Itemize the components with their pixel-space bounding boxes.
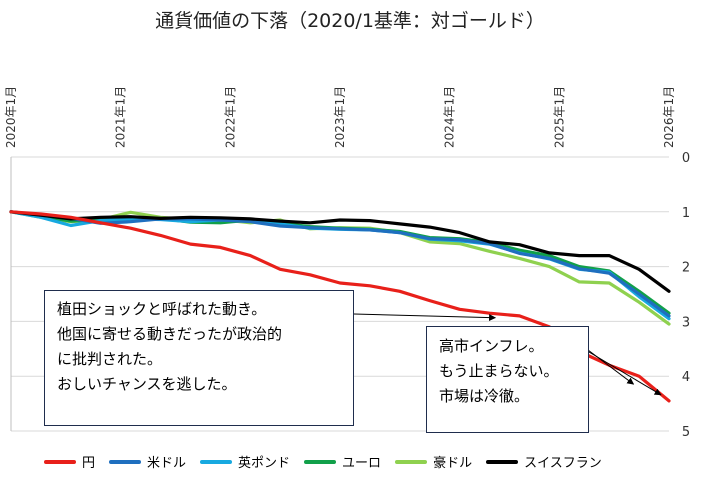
annotation-line: 植田ショックと呼ばれた動き。 bbox=[57, 300, 267, 318]
legend-swatch bbox=[395, 459, 428, 464]
annotation-ueda-shock: 植田ショックと呼ばれた動き。 他国に寄せる動きだったが政治的 に批判された。 お… bbox=[44, 290, 354, 426]
annotation-line: 市場は冷徹。 bbox=[439, 387, 530, 405]
legend-item-aud: 豪ドル bbox=[395, 452, 472, 471]
y-tick-label: 4 bbox=[682, 370, 690, 385]
annotation-line: 高市インフレ。 bbox=[439, 337, 544, 355]
series-line-1 bbox=[9, 210, 671, 318]
x-tick-label: 2026年1月 bbox=[662, 86, 676, 148]
legend-label: スイスフラン bbox=[524, 456, 602, 471]
annotation-line: 他国に寄せる動きだったが政治的 bbox=[57, 325, 283, 343]
legend: 円 米ドル 英ポンド ユーロ 豪ドル スイスフラン bbox=[44, 452, 602, 471]
x-tick-label: 2025年1月 bbox=[552, 86, 566, 148]
legend-label: 米ドル bbox=[147, 456, 187, 471]
series-line-5 bbox=[9, 210, 671, 293]
y-tick-label: 1 bbox=[682, 206, 690, 221]
legend-label: 英ポンド bbox=[238, 456, 291, 471]
legend-swatch bbox=[486, 459, 519, 464]
legend-swatch bbox=[200, 459, 233, 464]
y-tick-label: 2 bbox=[682, 261, 690, 276]
chart-title: 通貨価値の下落（2020/1基準：対ゴールド） bbox=[155, 10, 545, 32]
legend-item-chf: スイスフラン bbox=[486, 452, 602, 471]
annotation-line: に批判された。 bbox=[57, 350, 163, 368]
legend-item-usd: 米ドル bbox=[109, 452, 186, 471]
annotation-takaichi-inflation: 高市インフレ。 もう止まらない。 市場は冷徹。 bbox=[426, 326, 589, 433]
annotation-arrow bbox=[588, 351, 662, 396]
x-tick-label: 2021年1月 bbox=[114, 86, 128, 148]
legend-item-eur: ユーロ bbox=[304, 452, 381, 471]
legend-swatch bbox=[109, 459, 142, 464]
series-lines bbox=[9, 210, 671, 403]
legend-item-jpy: 円 bbox=[44, 452, 95, 471]
annotation-line: おしいチャンスを逃した。 bbox=[57, 375, 237, 393]
y-tick-label: 0 bbox=[682, 151, 690, 166]
x-tick-label: 2022年1月 bbox=[223, 86, 237, 148]
legend-swatch bbox=[304, 459, 337, 464]
legend-swatch bbox=[44, 459, 76, 464]
x-tick-label: 2023年1月 bbox=[333, 86, 347, 148]
legend-label: 円 bbox=[82, 456, 96, 471]
x-axis-ticks: 2020年1月 2021年1月 2022年1月 2023年1月 2024年1月 2025年… bbox=[4, 86, 676, 148]
y-tick-label: 5 bbox=[682, 425, 690, 440]
legend-label: 豪ドル bbox=[433, 456, 473, 471]
y-tick-label: 3 bbox=[682, 315, 690, 330]
annotation-line: もう止まらない。 bbox=[439, 362, 559, 380]
annotation-arrow bbox=[353, 313, 497, 322]
x-tick-label: 2024年1月 bbox=[443, 86, 457, 148]
y-axis-ticks: 0 1 2 3 4 5 bbox=[682, 151, 690, 440]
legend-label: ユーロ bbox=[342, 456, 382, 471]
legend-item-gbp: 英ポンド bbox=[200, 452, 290, 471]
x-tick-label: 2020年1月 bbox=[4, 86, 18, 148]
annotation-arrows bbox=[353, 313, 662, 396]
